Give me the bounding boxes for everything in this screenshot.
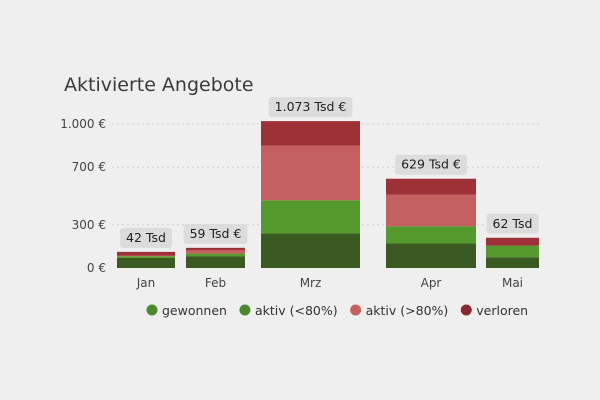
bar-mrz-gewonnen[interactable] [261, 233, 360, 268]
bar-mai-aktiv-80[interactable] [486, 245, 539, 258]
y-tick-label: 300 € [72, 218, 106, 232]
y-tick-label: 1.000 € [60, 117, 106, 131]
data-label-feb: 59 Tsd € [190, 226, 242, 241]
legend: gewonnen aktiv (<80%) aktiv (>80%) verloren [146, 303, 528, 318]
bar-mai-verloren[interactable] [486, 237, 539, 246]
x-tick-label-mrz: Mrz [300, 276, 322, 290]
bar-apr-verloren[interactable] [386, 178, 476, 195]
y-tick-label: 0 € [87, 261, 106, 275]
legend-marker [146, 304, 158, 316]
bar-apr-gewonnen[interactable] [386, 243, 476, 268]
data-label-mrz: 1.073 Tsd € [275, 99, 347, 114]
y-tick-label: 700 € [72, 160, 106, 174]
chart-title: Aktivierte Angebote [64, 74, 254, 96]
bar-mai-gewonnen[interactable] [486, 257, 539, 268]
x-tick-label-jan: Jan [136, 276, 156, 290]
x-tick-label-apr: Apr [421, 276, 442, 290]
legend-marker [350, 304, 362, 316]
bar-feb-aktiv-80[interactable] [186, 253, 245, 257]
data-label-box [395, 154, 467, 175]
data-label-jan: 42 Tsd [126, 230, 166, 245]
data-label-box [486, 213, 539, 234]
bar-mrz-aktiv-80[interactable] [261, 145, 360, 201]
legend-item-aktiv-80[interactable]: aktiv (>80%) [350, 303, 448, 318]
bar-mrz-aktiv-80[interactable] [261, 200, 360, 234]
y-axis: 0 € 300 € 700 € 1.000 € [60, 117, 106, 275]
bars [117, 121, 539, 268]
x-axis: Jan Feb Mrz Apr Mai [136, 276, 523, 290]
bar-feb-aktiv-80[interactable] [186, 250, 245, 254]
legend-marker [239, 304, 251, 316]
legend-item-gewonnen[interactable]: gewonnen [146, 303, 227, 318]
data-label-box [183, 223, 248, 244]
bar-jan-verloren[interactable] [117, 251, 175, 256]
bar-jan-aktiv-80[interactable] [117, 255, 175, 257]
bar-apr-aktiv-80[interactable] [386, 226, 476, 244]
bar-feb-gewonnen[interactable] [186, 256, 245, 268]
bar-jan-aktiv-80[interactable] [117, 256, 175, 258]
x-tick-label-mai: Mai [502, 276, 523, 290]
legend-label: aktiv (>80%) [366, 303, 449, 318]
data-label-mai: 62 Tsd [493, 216, 533, 231]
bar-feb-verloren[interactable] [186, 247, 245, 250]
legend-label: verloren [476, 303, 528, 318]
data-label-apr: 629 Tsd € [401, 157, 461, 172]
legend-label: gewonnen [162, 303, 227, 318]
legend-label: aktiv (<80%) [255, 303, 338, 318]
data-label-box [120, 227, 172, 248]
data-labels: 42 Tsd 59 Tsd € 1.073 Tsd € 629 Tsd € 62 Tsd [120, 97, 539, 248]
legend-item-aktiv-80[interactable]: aktiv (<80%) [239, 303, 338, 318]
data-label-box [268, 97, 353, 118]
bar-mrz-verloren[interactable] [261, 121, 360, 146]
bar-jan-gewonnen[interactable] [117, 257, 175, 268]
bar-apr-aktiv-80[interactable] [386, 194, 476, 227]
legend-marker [460, 304, 472, 316]
legend-item-verloren[interactable]: verloren [460, 303, 528, 318]
x-tick-label-feb: Feb [205, 276, 226, 290]
